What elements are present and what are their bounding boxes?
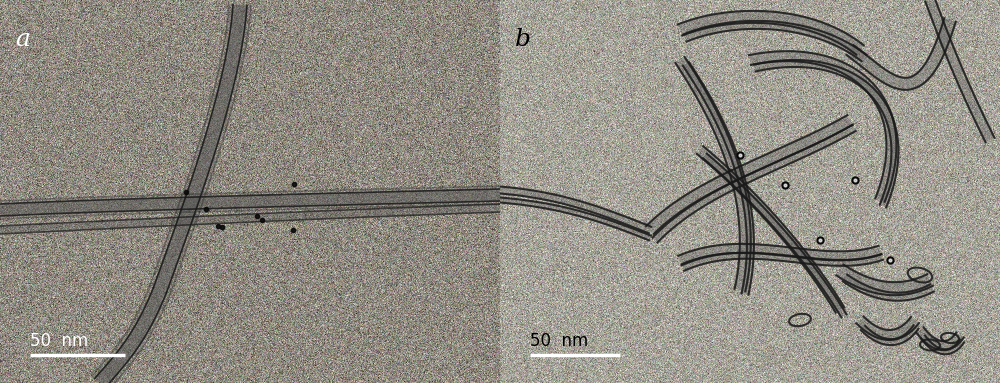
Polygon shape [0, 204, 500, 234]
Polygon shape [921, 336, 964, 354]
Polygon shape [754, 60, 898, 207]
Polygon shape [925, 0, 994, 142]
Polygon shape [95, 287, 166, 383]
Polygon shape [856, 316, 919, 340]
Text: 50  nm: 50 nm [30, 332, 88, 350]
Text: 50  nm: 50 nm [530, 332, 588, 350]
Polygon shape [916, 327, 964, 350]
Polygon shape [500, 198, 651, 240]
Polygon shape [678, 11, 864, 55]
Polygon shape [697, 146, 844, 313]
Polygon shape [646, 115, 853, 234]
Polygon shape [153, 5, 247, 292]
Polygon shape [703, 154, 847, 318]
Polygon shape [861, 325, 918, 345]
Polygon shape [682, 253, 883, 271]
Polygon shape [0, 186, 500, 219]
Polygon shape [92, 286, 170, 383]
Polygon shape [846, 18, 956, 90]
Text: b: b [515, 28, 531, 51]
Text: a: a [15, 28, 30, 51]
Polygon shape [683, 62, 754, 295]
Polygon shape [150, 4, 251, 294]
Polygon shape [652, 125, 856, 242]
Polygon shape [500, 187, 651, 233]
Polygon shape [678, 244, 881, 264]
Polygon shape [683, 21, 866, 61]
Polygon shape [0, 189, 500, 216]
Polygon shape [675, 57, 751, 291]
Polygon shape [843, 275, 934, 301]
Polygon shape [836, 265, 933, 295]
Polygon shape [749, 51, 896, 202]
